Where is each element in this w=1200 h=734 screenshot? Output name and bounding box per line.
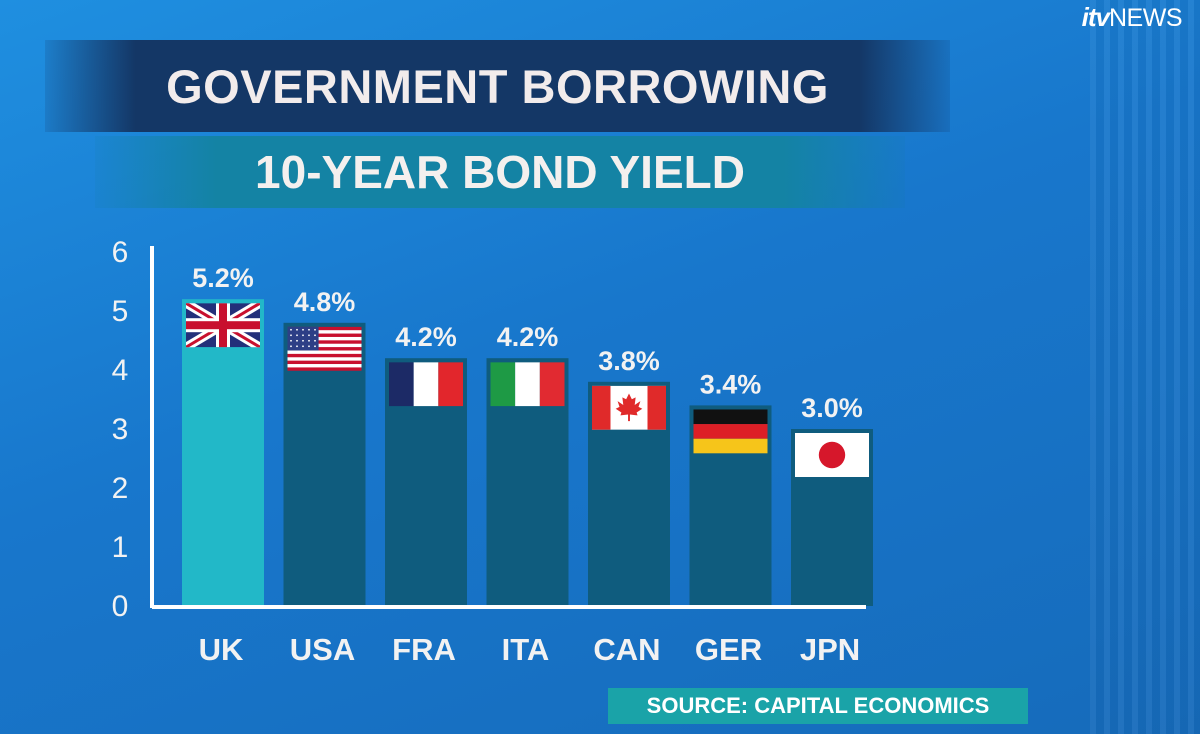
y-tick-label-5: 5	[112, 295, 129, 328]
bar-group-fra: 4.2%	[385, 322, 467, 606]
chart-title: GOVERNMENT BORROWING	[166, 59, 829, 113]
data-label-fra: 4.2%	[395, 322, 457, 352]
logo-brand-news: NEWS	[1109, 4, 1183, 32]
italy-flag-icon	[490, 362, 565, 407]
france-flag-icon	[389, 362, 463, 407]
bar-group-ita: 4.2%	[486, 322, 569, 606]
y-tick-label-1: 1	[112, 531, 129, 564]
chart-subtitle: 10-YEAR BOND YIELD	[255, 146, 745, 198]
data-label-jpn: 3.0%	[801, 393, 863, 423]
source-box: SOURCE: CAPITAL ECONOMICS	[608, 688, 1028, 724]
bar-group-uk: 5.2%	[182, 263, 264, 606]
canada-flag-icon	[592, 385, 666, 430]
bar-uk	[182, 299, 264, 606]
itv-news-logo: itvNEWS	[1081, 2, 1183, 33]
source-label: SOURCE: CAPITAL ECONOMICS	[646, 693, 990, 718]
data-label-ita: 4.2%	[497, 322, 559, 352]
data-label-ger: 3.4%	[700, 369, 762, 399]
bar-group-ger: 3.4%	[689, 369, 772, 606]
title-banner: GOVERNMENT BORROWING	[45, 40, 950, 132]
x-tick-label-can: CAN	[593, 632, 660, 667]
y-tick-label-3: 3	[112, 413, 129, 446]
x-tick-label-ger: GER	[695, 632, 762, 667]
x-tick-label-uk: UK	[199, 632, 244, 667]
x-tick-label-usa: USA	[290, 632, 355, 667]
x-tick-label-fra: FRA	[392, 632, 456, 667]
usa-flag-icon	[287, 326, 362, 371]
bar-group-jpn: 3.0%	[791, 393, 873, 606]
y-tick-label-2: 2	[112, 472, 129, 505]
subtitle-banner: 10-YEAR BOND YIELD	[95, 136, 905, 208]
y-tick-label-6: 6	[112, 236, 129, 269]
x-tick-label-ita: ITA	[502, 632, 550, 667]
uk-flag-icon	[186, 303, 260, 348]
bar-group-usa: 4.8%	[283, 287, 366, 606]
data-label-usa: 4.8%	[294, 287, 356, 317]
y-tick-label-0: 0	[112, 590, 129, 623]
y-tick-label-4: 4	[112, 354, 129, 387]
japan-flag-icon	[795, 433, 869, 477]
background-stripes	[1090, 0, 1200, 734]
data-label-uk: 5.2%	[192, 263, 254, 293]
germany-flag-icon	[693, 409, 768, 454]
logo-brand-itv: itv	[1081, 2, 1110, 32]
bar-group-can: 3.8%	[588, 346, 670, 606]
data-label-can: 3.8%	[598, 346, 660, 376]
x-tick-label-jpn: JPN	[800, 632, 860, 667]
